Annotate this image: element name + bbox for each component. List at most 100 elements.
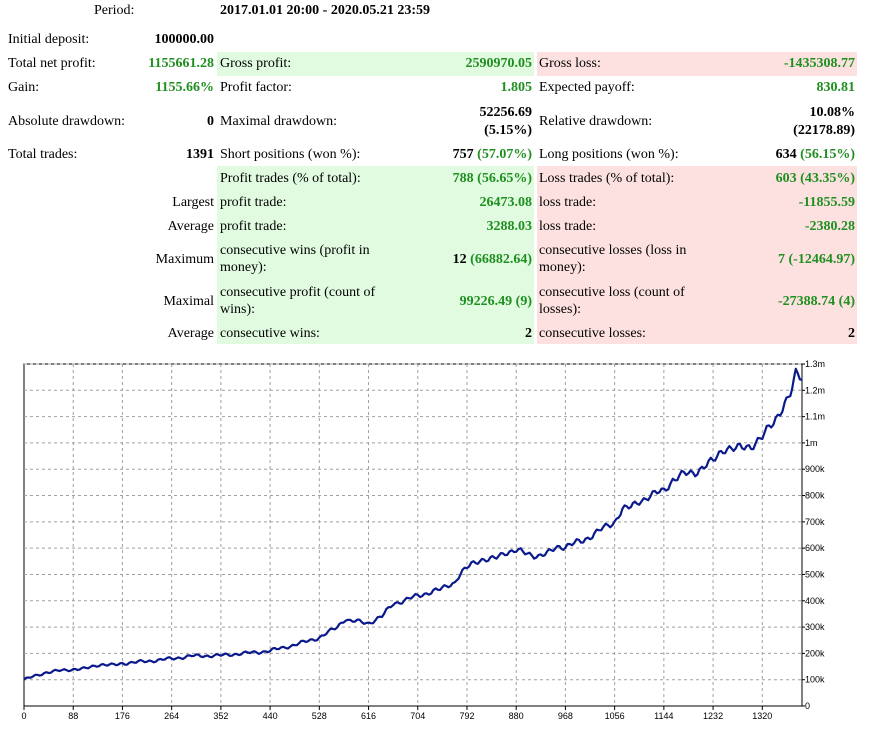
gain-label: Gain: xyxy=(8,80,40,95)
balance-series-line xyxy=(23,367,803,681)
x-tick-label: 528 xyxy=(312,711,327,721)
short-positions-value: 757 (57.07%) xyxy=(400,146,532,163)
x-tick-label: 1320 xyxy=(752,711,772,721)
period-label: Period: xyxy=(94,3,135,18)
max-consec-wins-label: consecutive wins (profit in money): xyxy=(220,243,370,275)
profit-trades-label: Profit trades (% of total): xyxy=(220,171,361,186)
initial-deposit-value: 100000.00 xyxy=(154,32,215,47)
x-tick-label: 176 xyxy=(115,711,130,721)
profit-trades-count: 788 xyxy=(452,171,474,186)
x-tick-label: 264 xyxy=(164,711,179,721)
total-net-profit-value: 1155661.28 xyxy=(148,56,214,71)
short-positions-pct: (57.07%) xyxy=(477,147,532,162)
absolute-drawdown-value: 0 xyxy=(207,114,214,129)
y-tick-label: 700k xyxy=(805,517,825,527)
expected-payoff-value: 830.81 xyxy=(816,80,856,95)
average-consec-label: Average xyxy=(167,326,214,341)
expected-payoff-label: Expected payoff: xyxy=(539,80,635,95)
relative-drawdown-value: 10.08% xyxy=(809,105,856,120)
max-consec-wins-money: (66882.64) xyxy=(470,252,532,267)
profit-trades-value: 788 (56.65%) xyxy=(400,170,532,187)
gain-value: 1155.66% xyxy=(155,80,214,95)
gross-profit-bg xyxy=(217,52,534,76)
x-tick-label: 704 xyxy=(410,711,425,721)
largest-label: Largest xyxy=(172,195,214,210)
y-tick-label: 800k xyxy=(805,491,825,501)
loss-trades-value: 603 (43.35%) xyxy=(775,171,855,186)
profit-trades-pct: (56.65%) xyxy=(477,171,532,186)
y-tick-label: 1.2m xyxy=(805,385,825,395)
y-tick-label: 0 xyxy=(805,701,810,711)
y-tick-label: 1.1m xyxy=(805,412,825,422)
x-tick-label: 968 xyxy=(558,711,573,721)
average-profit-value: 3288.03 xyxy=(486,219,533,234)
y-tick-label: 600k xyxy=(805,543,825,553)
short-positions-label: Short positions (won %): xyxy=(220,147,361,162)
total-net-profit-label: Total net profit: xyxy=(8,56,96,71)
x-tick-label: 880 xyxy=(509,711,524,721)
gross-profit-value: 2590970.05 xyxy=(465,56,533,71)
profit-factor-value: 1.805 xyxy=(500,80,533,95)
maximal-consec-loss-value: -27388.74 (4) xyxy=(778,294,855,309)
total-trades-label: Total trades: xyxy=(8,147,78,162)
long-positions-count: 634 xyxy=(775,147,797,162)
largest-loss-value: -11855.59 xyxy=(798,195,855,210)
gross-loss-bg xyxy=(537,52,857,76)
y-tick-label: 300k xyxy=(805,622,825,632)
balance-chart: 0 88 176 264 352 440 528 616 704 792 880 968 1056 114… xyxy=(0,350,872,733)
short-positions-count: 757 xyxy=(452,147,474,162)
y-tick-label: 500k xyxy=(805,569,825,579)
x-tick-label: 352 xyxy=(213,711,228,721)
maximal-consec-profit-value: 99226.49 (9) xyxy=(459,294,532,309)
y-tick-label: 1m xyxy=(805,438,818,448)
average-loss-label: loss trade: xyxy=(539,219,597,234)
x-tick-label: 616 xyxy=(361,711,376,721)
loss-trades-label: Loss trades (% of total): xyxy=(539,171,675,186)
long-positions-label: Long positions (won %): xyxy=(539,147,679,162)
x-tick-label: 88 xyxy=(68,711,78,721)
x-tick-label: 1144 xyxy=(654,711,673,721)
x-tick-label: 1056 xyxy=(605,711,625,721)
y-tick-label: 100k xyxy=(805,675,825,685)
average-profit-label: profit trade: xyxy=(220,219,287,234)
x-tick-label: 0 xyxy=(21,711,26,721)
x-tick-label: 1232 xyxy=(703,711,723,721)
max-consec-wins-value: 12 (66882.64) xyxy=(400,251,532,268)
gross-loss-value: -1435308.77 xyxy=(783,56,855,71)
loss-section-bg xyxy=(537,166,857,344)
x-tick-label: 440 xyxy=(263,711,278,721)
maximum-label: Maximum xyxy=(155,252,214,267)
initial-deposit-label: Initial deposit: xyxy=(8,32,90,47)
profit-factor-label: Profit factor: xyxy=(220,80,292,95)
largest-loss-label: loss trade: xyxy=(539,195,597,210)
avg-consec-losses-value: 2 xyxy=(848,326,855,341)
relative-drawdown-amount: (22178.89) xyxy=(793,123,855,138)
x-tick-label: 792 xyxy=(459,711,474,721)
long-positions-value: 634 (56.15%) xyxy=(720,146,855,163)
maximal-drawdown-value: 52256.69 xyxy=(479,105,533,120)
y-tick-label: 400k xyxy=(805,596,825,606)
largest-profit-label: profit trade: xyxy=(220,195,287,210)
average-label: Average xyxy=(167,219,214,234)
profit-section-bg xyxy=(217,166,534,344)
avg-consec-wins-value: 2 xyxy=(525,326,532,341)
max-consec-wins-count: 12 xyxy=(452,252,467,267)
largest-profit-value: 26473.08 xyxy=(479,195,533,210)
balance-chart-svg: 0 88 176 264 352 440 528 616 704 792 880 968 1056 114… xyxy=(21,359,825,721)
period-value: 2017.01.01 20:00 - 2020.05.21 23:59 xyxy=(220,3,430,18)
maximal-drawdown-label: Maximal drawdown: xyxy=(220,114,338,129)
maximal-drawdown-pct: (5.15%) xyxy=(484,123,532,138)
maximal-label: Maximal xyxy=(163,294,214,309)
y-tick-label: 200k xyxy=(805,648,825,658)
gross-loss-label: Gross loss: xyxy=(539,56,601,71)
maximal-consec-loss-label: consecutive loss (count of losses): xyxy=(539,285,685,317)
maximal-consec-profit-label: consecutive profit (count of wins): xyxy=(220,285,376,317)
gross-profit-label: Gross profit: xyxy=(220,56,292,71)
average-loss-value: -2380.28 xyxy=(804,219,855,234)
relative-drawdown-label: Relative drawdown: xyxy=(539,114,653,129)
y-tick-label: 900k xyxy=(805,464,825,474)
long-positions-pct: (56.15%) xyxy=(800,147,855,162)
y-tick-label: 1.3m xyxy=(805,359,825,369)
absolute-drawdown-label: Absolute drawdown: xyxy=(8,114,126,129)
plot-area xyxy=(23,363,803,707)
